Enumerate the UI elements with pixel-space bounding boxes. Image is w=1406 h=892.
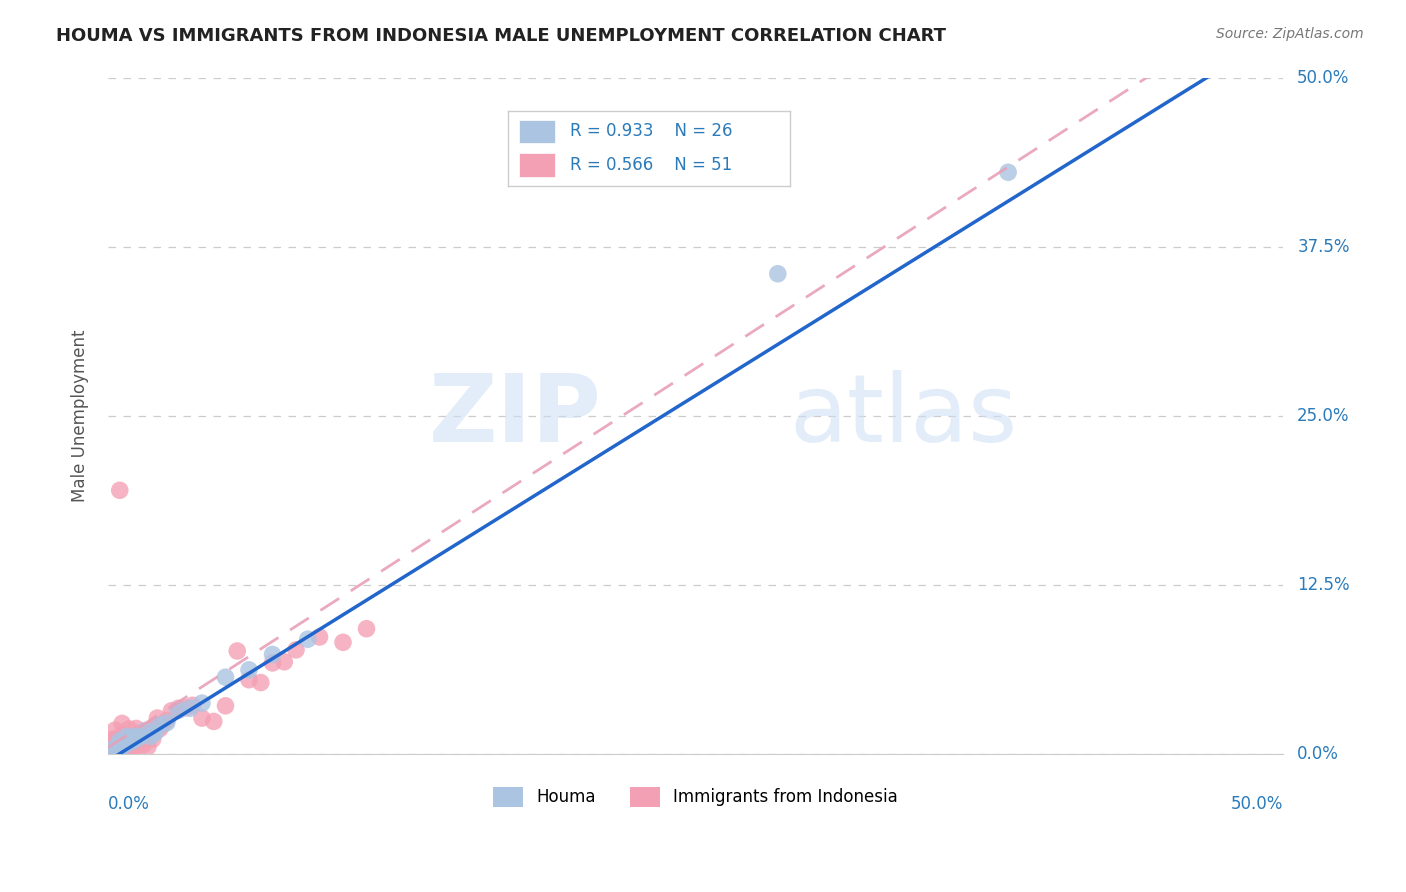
Point: [108, 746, 131, 760]
Point: [115, 730, 138, 744]
Point: [181, 698, 204, 713]
Point: [118, 722, 141, 736]
Point: [308, 630, 330, 644]
Point: [191, 696, 214, 710]
Point: [238, 673, 260, 687]
Point: [179, 701, 201, 715]
Text: 0.0%: 0.0%: [108, 795, 150, 813]
Point: [105, 743, 128, 757]
Point: [125, 732, 148, 747]
Point: [108, 739, 131, 754]
Point: [118, 741, 141, 756]
Point: [114, 740, 136, 755]
Point: [115, 746, 138, 760]
Point: [142, 732, 165, 747]
Text: Source: ZipAtlas.com: Source: ZipAtlas.com: [1216, 27, 1364, 41]
Point: [174, 701, 197, 715]
Point: [150, 718, 173, 732]
Point: [104, 743, 127, 757]
Point: [121, 746, 143, 760]
Legend: Houma, Immigrants from Indonesia: Houma, Immigrants from Indonesia: [486, 780, 904, 814]
Point: [111, 716, 134, 731]
Point: [135, 726, 157, 740]
Point: [118, 731, 141, 746]
Point: [332, 635, 354, 649]
Text: 12.5%: 12.5%: [1298, 576, 1350, 594]
Text: 0.0%: 0.0%: [1298, 745, 1339, 764]
Point: [356, 622, 378, 636]
Point: [297, 632, 319, 647]
Text: 25.0%: 25.0%: [1298, 407, 1350, 425]
Point: [156, 714, 179, 728]
Point: [111, 739, 134, 754]
Text: atlas: atlas: [790, 370, 1018, 462]
Point: [114, 738, 136, 752]
Text: HOUMA VS IMMIGRANTS FROM INDONESIA MALE UNEMPLOYMENT CORRELATION CHART: HOUMA VS IMMIGRANTS FROM INDONESIA MALE …: [56, 27, 946, 45]
Point: [997, 165, 1019, 179]
Text: ZIP: ZIP: [429, 370, 602, 462]
Point: [108, 734, 131, 748]
Point: [132, 738, 155, 752]
Point: [214, 670, 236, 684]
Point: [98, 743, 121, 757]
Point: [766, 267, 789, 281]
Point: [167, 703, 190, 717]
Point: [149, 722, 172, 736]
Point: [122, 730, 145, 744]
Point: [143, 719, 166, 733]
Text: 50.0%: 50.0%: [1230, 795, 1284, 813]
Point: [111, 727, 134, 741]
Point: [149, 718, 172, 732]
Point: [121, 735, 143, 749]
Point: [156, 715, 179, 730]
Point: [273, 655, 295, 669]
Point: [249, 675, 271, 690]
Point: [101, 742, 124, 756]
Point: [167, 701, 190, 715]
Point: [143, 726, 166, 740]
Point: [262, 656, 284, 670]
Point: [98, 746, 121, 760]
Point: [139, 723, 162, 738]
Text: 37.5%: 37.5%: [1298, 237, 1350, 256]
Point: [125, 722, 148, 736]
Point: [129, 729, 152, 743]
Point: [122, 744, 145, 758]
Point: [108, 483, 131, 498]
Point: [202, 714, 225, 729]
Point: [262, 648, 284, 662]
Point: [101, 732, 124, 747]
Text: 50.0%: 50.0%: [1298, 69, 1350, 87]
Point: [115, 731, 138, 746]
Point: [128, 726, 150, 740]
Point: [105, 739, 128, 753]
Point: [136, 739, 159, 754]
Point: [104, 732, 127, 747]
Point: [191, 711, 214, 725]
Point: [214, 698, 236, 713]
Y-axis label: Male Unemployment: Male Unemployment: [72, 330, 89, 502]
Point: [160, 704, 183, 718]
Point: [129, 735, 152, 749]
Point: [285, 643, 308, 657]
Point: [146, 711, 169, 725]
Point: [238, 663, 260, 677]
Point: [139, 730, 162, 744]
Point: [105, 746, 128, 760]
Point: [104, 723, 127, 738]
Point: [121, 738, 143, 752]
Point: [226, 644, 249, 658]
Point: [135, 723, 157, 738]
Point: [101, 738, 124, 752]
Point: [114, 746, 136, 760]
